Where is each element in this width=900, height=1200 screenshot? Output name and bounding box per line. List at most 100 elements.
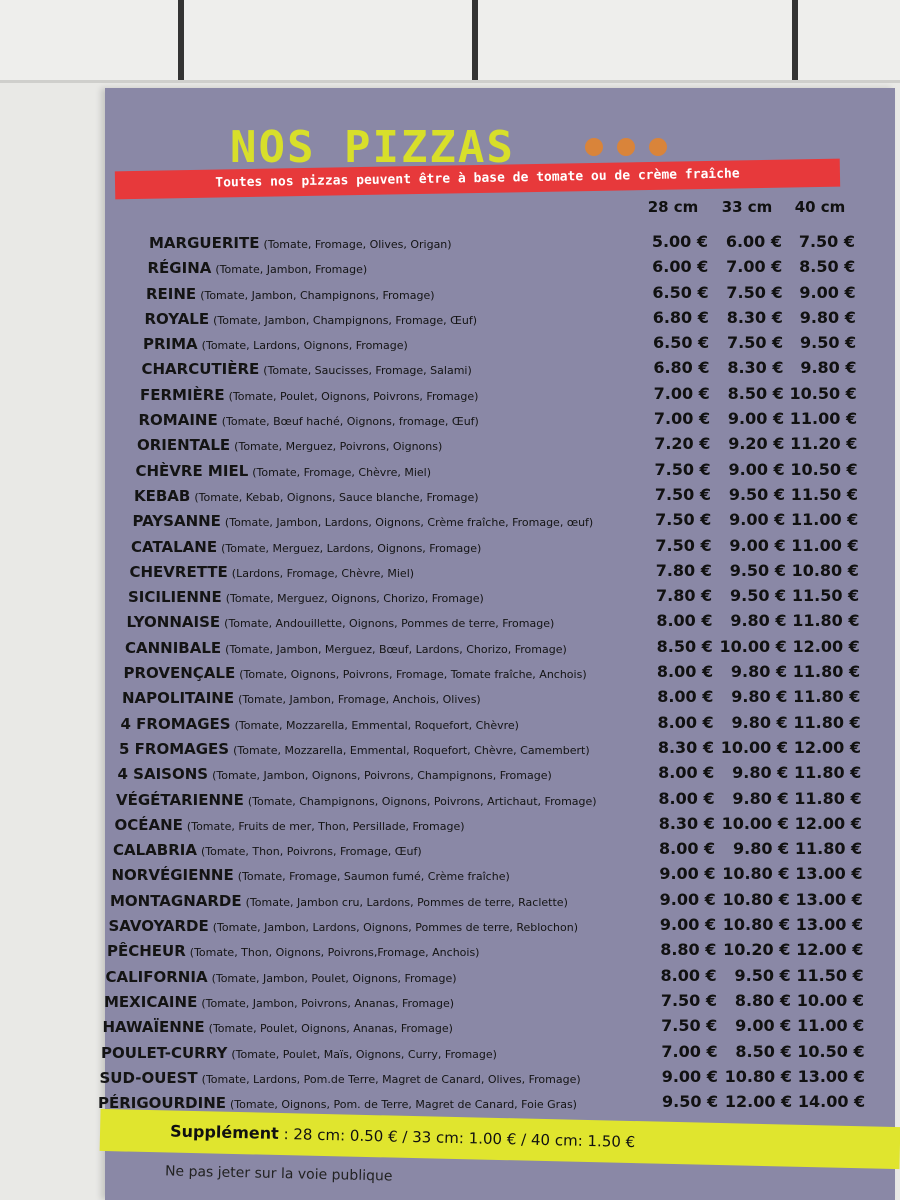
price: 7.50 €: [798, 232, 855, 251]
price: 9.00 €: [727, 409, 785, 429]
menu-row: VÉGÉTARIENNE (Tomate, Champignons, Oignon…: [105, 785, 895, 810]
price: 11.50 €: [791, 586, 860, 606]
price: 11.80 €: [793, 712, 861, 732]
pizza-name: RÉGINA: [147, 259, 212, 278]
price: 9.50 €: [734, 965, 791, 985]
menu-row: PÉRIGOURDINE (Tomate, Oignons, Pom. de Te…: [98, 1088, 895, 1113]
price: 11.80 €: [793, 763, 862, 783]
price: 7.80 €: [656, 586, 713, 606]
ingredients: (Tomate, Jambon, Merguez, Bœuf, Lardons,…: [225, 642, 567, 656]
pizza-entry: HAWAÏENNE (Tomate, Poulet, Oignons, Anana…: [103, 1018, 453, 1036]
ingredients: (Tomate, Jambon, Poulet, Oignons, Fromag…: [211, 971, 457, 985]
price: 9.20 €: [728, 434, 785, 454]
pizza-entry: ROMAINE (Tomate, Bœuf haché, Oignons, fro…: [139, 411, 479, 429]
price: 11.80 €: [794, 788, 862, 808]
ingredients: (Tomate, Jambon cru, Lardons, Pommes de …: [245, 895, 568, 909]
price: 6.00 €: [652, 257, 709, 277]
menu-row: SUD-OUEST (Tomate, Lardons, Pom.de Terre,…: [100, 1063, 895, 1088]
price: 11.80 €: [792, 611, 860, 631]
pizza-entry: CHÈVRE MIEL (Tomate, Fromage, Chèvre, Mie…: [136, 462, 432, 480]
pizza-name: LYONNAISE: [126, 613, 221, 632]
price: 11.20 €: [790, 434, 858, 454]
pizza-name: MEXICAINE: [104, 992, 198, 1011]
price: 8.80 €: [660, 940, 717, 960]
price: 7.20 €: [654, 434, 711, 454]
price: 9.50 €: [729, 560, 786, 580]
pizza-entry: CHARCUTIÈRE (Tomate, Saucisses, Fromage, …: [142, 360, 472, 378]
ingredients: (Tomate, Mozzarella, Emmental, Roquefort…: [233, 743, 590, 757]
price: 11.80 €: [794, 839, 863, 859]
price: 7.50 €: [655, 510, 712, 530]
size-header: 33 cm: [721, 198, 773, 216]
menu-row: 5 FROMAGES (Tomate, Mozzarella, Emmental,…: [105, 734, 895, 759]
price: 7.50 €: [655, 535, 712, 555]
banner: Toutes nos pizzas peuvent être à base de…: [114, 158, 841, 200]
menu-row: SICILIENNE (Tomate, Merguez, Oignons, Cho…: [105, 582, 895, 607]
pizza-name: SICILIENNE: [128, 588, 222, 607]
pizza-entry: OCÉANE (Tomate, Fruits de mer, Thon, Pers…: [115, 816, 465, 834]
price: 8.00 €: [660, 965, 717, 985]
pizza-name: ROYALE: [144, 309, 210, 328]
menu-row: SAVOYARDE (Tomate, Jambon, Lardons, Oigno…: [105, 911, 895, 936]
price: 11.00 €: [790, 510, 859, 530]
pizza-name: PRIMA: [143, 335, 198, 354]
decor: [585, 138, 603, 156]
price: 10.50 €: [789, 383, 857, 403]
price: 7.50 €: [727, 333, 784, 353]
menu-row: MEXICAINE (Tomate, Jambon, Poivrons, Anan…: [104, 987, 895, 1012]
price: 8.00 €: [658, 788, 715, 808]
pizza-name: MARGUERITE: [149, 234, 260, 252]
price: 9.80 €: [730, 611, 787, 631]
menu-row: MONTAGNARDE (Tomate, Jambon cru, Lardons,…: [105, 886, 895, 911]
price: 6.80 €: [652, 307, 709, 327]
menu-list: MARGUERITE (Tomate, Fromage, Olives, Orig…: [98, 228, 895, 1113]
price: 9.00 €: [659, 889, 716, 909]
price: 8.00 €: [659, 839, 716, 859]
price: 9.00 €: [659, 864, 716, 884]
ingredients: (Tomate, Jambon, Champignons, Fromage): [200, 288, 435, 302]
price: 11.00 €: [791, 535, 859, 555]
menu-row: NAPOLITAINE (Tomate, Jambon, Fromage, Anc…: [105, 683, 895, 708]
price: 8.30 €: [658, 813, 715, 833]
pizza-entry: PAYSANNE (Tomate, Jambon, Lardons, Oignon…: [133, 512, 594, 530]
price: 13.00 €: [795, 915, 864, 935]
ingredients: (Tomate, Jambon, Oignons, Poivrons, Cham…: [212, 769, 552, 783]
pizza-name: PAYSANNE: [132, 512, 221, 531]
menu-row: OCÉANE (Tomate, Fruits de mer, Thon, Pers…: [105, 810, 895, 835]
price: 8.30 €: [657, 737, 714, 757]
menu-row: ORIENTALE (Tomate, Merguez, Poivrons, Oig…: [105, 430, 895, 455]
ingredients: (Tomate, Oignons, Poivrons, Fromage, Tom…: [239, 668, 587, 682]
price: 7.00 €: [653, 383, 710, 403]
pizza-name: CALIFORNIA: [105, 967, 208, 986]
price: 7.50 €: [660, 990, 717, 1010]
price: 10.80 €: [722, 864, 790, 884]
pizza-entry: RÉGINA (Tomate, Jambon, Fromage): [148, 259, 368, 277]
pizza-name: CANNIBALE: [125, 638, 222, 657]
menu-row: PÊCHEUR (Tomate, Thon, Oignons, Poivrons,…: [105, 936, 895, 961]
pizza-name: FERMIÈRE: [140, 385, 225, 404]
price: 11.00 €: [789, 409, 858, 429]
pizza-name: CATALANE: [131, 537, 218, 556]
pizza-entry: PROVENÇALE (Tomate, Oignons, Poivrons, Fr…: [124, 664, 587, 682]
ingredients: (Tomate, Fromage, Saumon fumé, Crème fra…: [237, 870, 510, 884]
ingredients: (Tomate, Champignons, Oignons, Poivrons,…: [247, 794, 597, 808]
price: 9.50 €: [730, 586, 787, 606]
supplement-label: Supplément: [169, 1121, 280, 1143]
pizza-entry: CATALANE (Tomate, Merguez, Lardons, Oigno…: [131, 538, 481, 556]
ingredients: (Tomate, Jambon, Lardons, Oignons, Crème…: [224, 516, 594, 530]
pizza-entry: SAVOYARDE (Tomate, Jambon, Lardons, Oigno…: [109, 917, 579, 935]
pizza-entry: VÉGÉTARIENNE (Tomate, Champignons, Oignon…: [116, 791, 597, 809]
price: 11.00 €: [796, 1016, 865, 1036]
menu-row: ROMAINE (Tomate, Bœuf haché, Oignons, fro…: [105, 405, 895, 430]
pizza-name: VÉGÉTARIENNE: [116, 790, 244, 809]
price: 7.50 €: [654, 484, 711, 504]
pizza-entry: PÉRIGOURDINE (Tomate, Oignons, Pom. de Te…: [98, 1094, 577, 1112]
pizza-name: 5 FROMAGES: [119, 739, 230, 758]
price: 11.80 €: [793, 687, 861, 707]
price: 11.80 €: [792, 662, 861, 682]
ingredients: (Tomate, Poulet, Maïs, Oignons, Curry, F…: [231, 1047, 497, 1061]
ingredients: (Tomate, Lardons, Oignons, Fromage): [201, 339, 408, 353]
price: 12.00 €: [794, 813, 862, 833]
menu-row: POULET-CURRY (Tomate, Poulet, Maïs, Oigno…: [101, 1038, 895, 1063]
